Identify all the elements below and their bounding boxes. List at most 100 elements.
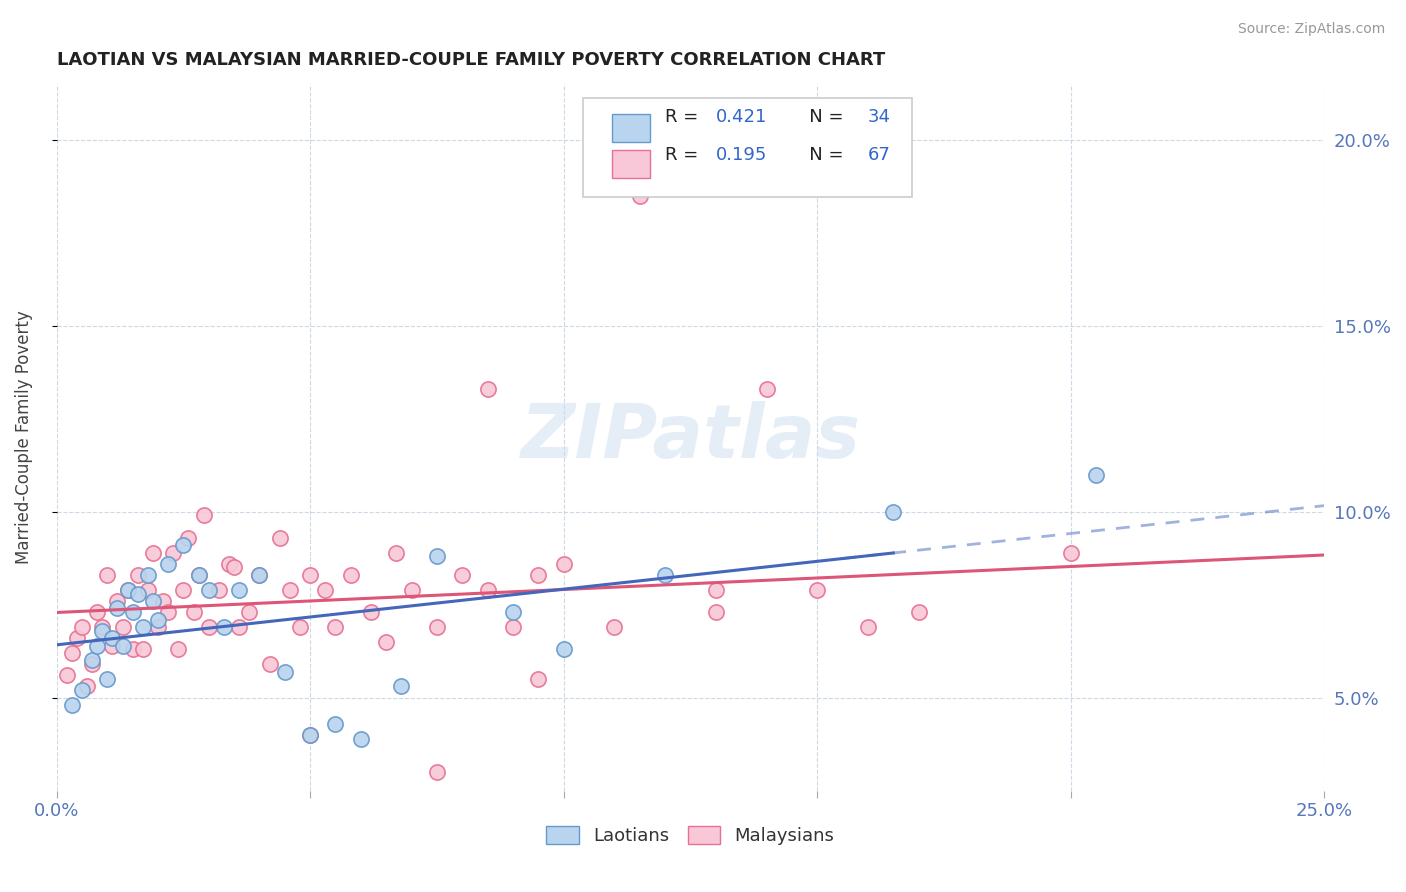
Point — [325, 620, 347, 634]
Y-axis label: Married-Couple Family Poverty: Married-Couple Family Poverty — [15, 310, 32, 565]
Point — [66, 631, 89, 645]
Point — [385, 546, 408, 560]
Point — [553, 642, 575, 657]
Point — [527, 568, 550, 582]
Point — [172, 538, 194, 552]
Point — [76, 680, 98, 694]
Point — [70, 683, 93, 698]
Point — [288, 620, 311, 634]
Point — [1085, 467, 1108, 482]
Point — [127, 586, 149, 600]
Point — [146, 620, 169, 634]
Point — [142, 594, 165, 608]
Point — [704, 582, 727, 597]
Text: R =: R = — [665, 145, 704, 164]
Point — [704, 605, 727, 619]
Point — [856, 620, 879, 634]
Point — [360, 605, 382, 619]
Point — [132, 642, 155, 657]
Point — [249, 568, 271, 582]
Point — [222, 560, 245, 574]
Point — [654, 568, 676, 582]
Point — [502, 605, 524, 619]
Point — [172, 582, 194, 597]
Point — [132, 620, 155, 634]
Point — [55, 668, 77, 682]
Text: ZIPatlas: ZIPatlas — [520, 401, 860, 474]
Point — [96, 568, 118, 582]
Point — [426, 549, 449, 564]
Point — [82, 653, 104, 667]
Point — [193, 508, 215, 523]
Text: 67: 67 — [868, 145, 891, 164]
Point — [228, 620, 250, 634]
Bar — [612, 150, 650, 178]
Point — [218, 557, 240, 571]
Text: 34: 34 — [868, 108, 891, 127]
Text: Source: ZipAtlas.com: Source: ZipAtlas.com — [1237, 22, 1385, 37]
Point — [162, 546, 184, 560]
Point — [553, 557, 575, 571]
Point — [197, 582, 219, 597]
Point — [117, 582, 139, 597]
Point — [401, 582, 423, 597]
Point — [325, 716, 347, 731]
Point — [117, 582, 139, 597]
Point — [314, 582, 336, 597]
Point — [882, 505, 904, 519]
Point — [121, 605, 143, 619]
Point — [142, 546, 165, 560]
Point — [603, 620, 626, 634]
Point — [91, 620, 114, 634]
Point — [86, 605, 108, 619]
Point — [208, 582, 231, 597]
Point — [82, 657, 104, 672]
Point — [107, 601, 129, 615]
Point — [278, 582, 301, 597]
Point — [177, 531, 200, 545]
Point — [1008, 805, 1031, 820]
Point — [146, 613, 169, 627]
Point — [111, 639, 134, 653]
Point — [249, 568, 271, 582]
Point — [350, 731, 373, 746]
Point — [101, 639, 124, 653]
Point — [477, 382, 499, 396]
Point — [299, 728, 322, 742]
Text: 0.421: 0.421 — [716, 108, 768, 127]
Point — [136, 582, 159, 597]
Point — [477, 582, 499, 597]
Text: R =: R = — [665, 108, 704, 127]
Point — [152, 594, 174, 608]
Point — [96, 672, 118, 686]
Point — [136, 568, 159, 582]
Point — [259, 657, 281, 672]
Point — [70, 620, 93, 634]
Point — [299, 568, 322, 582]
Point — [426, 620, 449, 634]
Text: 0.195: 0.195 — [716, 145, 768, 164]
Point — [269, 531, 291, 545]
Point — [755, 382, 778, 396]
Point — [527, 672, 550, 686]
Point — [91, 624, 114, 638]
Point — [187, 568, 209, 582]
Point — [86, 639, 108, 653]
Point — [167, 642, 190, 657]
Point — [157, 605, 180, 619]
Point — [238, 605, 260, 619]
Point — [127, 568, 149, 582]
Text: N =: N = — [792, 108, 849, 127]
Text: LAOTIAN VS MALAYSIAN MARRIED-COUPLE FAMILY POVERTY CORRELATION CHART: LAOTIAN VS MALAYSIAN MARRIED-COUPLE FAMI… — [56, 51, 884, 69]
Point — [806, 582, 828, 597]
Point — [101, 631, 124, 645]
Point — [426, 764, 449, 779]
Point — [60, 698, 83, 712]
Point — [157, 557, 180, 571]
Point — [60, 646, 83, 660]
Point — [228, 582, 250, 597]
Point — [451, 568, 474, 582]
Point — [502, 620, 524, 634]
Point — [197, 620, 219, 634]
Point — [212, 620, 235, 634]
